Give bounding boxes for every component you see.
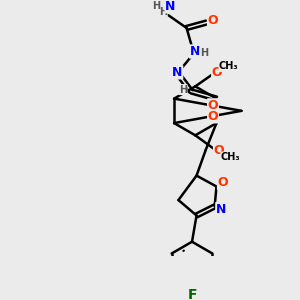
Text: N: N bbox=[165, 0, 175, 13]
Text: N: N bbox=[190, 45, 200, 58]
Text: CH₃: CH₃ bbox=[219, 61, 239, 71]
Text: H: H bbox=[200, 48, 208, 58]
Text: O: O bbox=[208, 14, 218, 27]
Text: O: O bbox=[218, 176, 228, 189]
Text: H: H bbox=[152, 1, 160, 11]
Text: N: N bbox=[216, 202, 226, 216]
Text: O: O bbox=[208, 99, 218, 112]
Text: N: N bbox=[172, 66, 183, 79]
Text: H: H bbox=[159, 7, 167, 17]
Text: CH₃: CH₃ bbox=[221, 152, 240, 162]
Text: O: O bbox=[208, 110, 218, 123]
Text: O: O bbox=[212, 66, 222, 79]
Text: F: F bbox=[187, 288, 197, 300]
Text: H: H bbox=[179, 85, 187, 94]
Text: O: O bbox=[214, 144, 224, 157]
